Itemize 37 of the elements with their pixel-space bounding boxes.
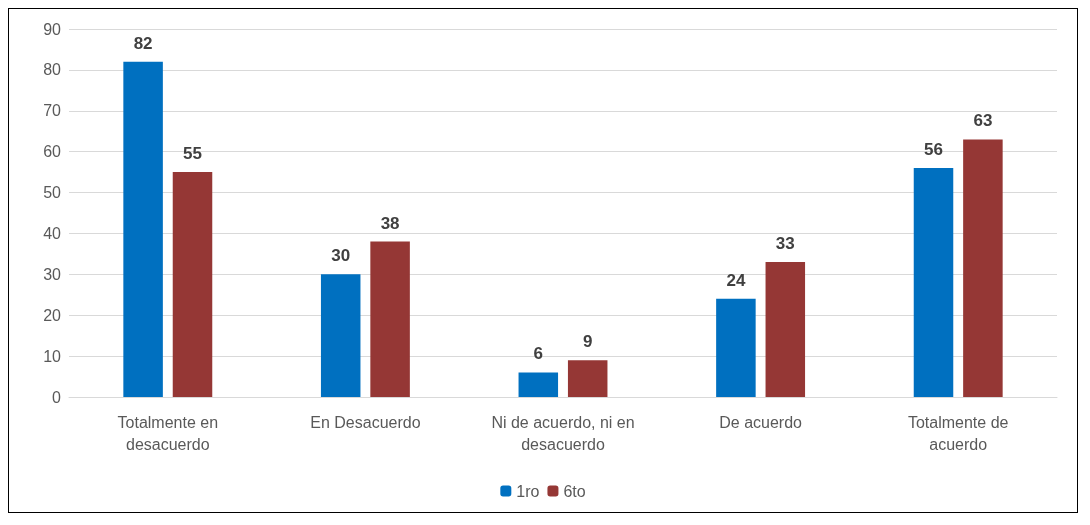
- data-label: 33: [775, 234, 795, 254]
- data-label: 63: [973, 111, 993, 131]
- y-tick-label: 30: [43, 265, 62, 283]
- y-tick-label: 90: [43, 20, 62, 38]
- y-tick-label: 10: [43, 347, 62, 365]
- data-label: 6: [533, 344, 544, 364]
- bar: [172, 172, 213, 397]
- data-label: 55: [183, 144, 202, 164]
- y-tick-label: 0: [52, 388, 62, 406]
- bar: [370, 241, 410, 397]
- bar: [716, 298, 756, 397]
- legend-label: 1ro: [516, 482, 540, 500]
- data-label: 9: [582, 332, 593, 352]
- bar: [320, 274, 361, 397]
- x-tick-label: Totalmente en desacuerdo: [117, 413, 219, 453]
- y-tick-label: 50: [43, 184, 62, 202]
- x-tick-label: Totalmente de acuerdo: [907, 413, 1009, 453]
- y-tick-label: 70: [43, 102, 62, 120]
- data-label: 30: [331, 246, 351, 266]
- data-label: 56: [924, 140, 943, 160]
- bar: [913, 168, 954, 397]
- bar: [765, 262, 806, 397]
- data-label: 82: [133, 33, 153, 53]
- y-tick-label: 20: [43, 306, 62, 324]
- bar: [123, 61, 163, 397]
- y-tick-label: 40: [43, 224, 62, 242]
- legend-label: 6to: [563, 482, 586, 500]
- bar: [963, 139, 1003, 397]
- data-label: 24: [726, 270, 746, 290]
- bar: [567, 360, 608, 397]
- y-tick-label: 80: [43, 61, 62, 79]
- x-tick-label: En Desacuerdo: [310, 413, 421, 431]
- data-label: 38: [380, 213, 400, 233]
- bar: [518, 372, 559, 397]
- y-tick-label: 60: [43, 143, 62, 161]
- x-tick-label: De acuerdo: [719, 413, 803, 431]
- x-tick-label: Ni de acuerdo, ni en desacuerdo: [491, 413, 635, 453]
